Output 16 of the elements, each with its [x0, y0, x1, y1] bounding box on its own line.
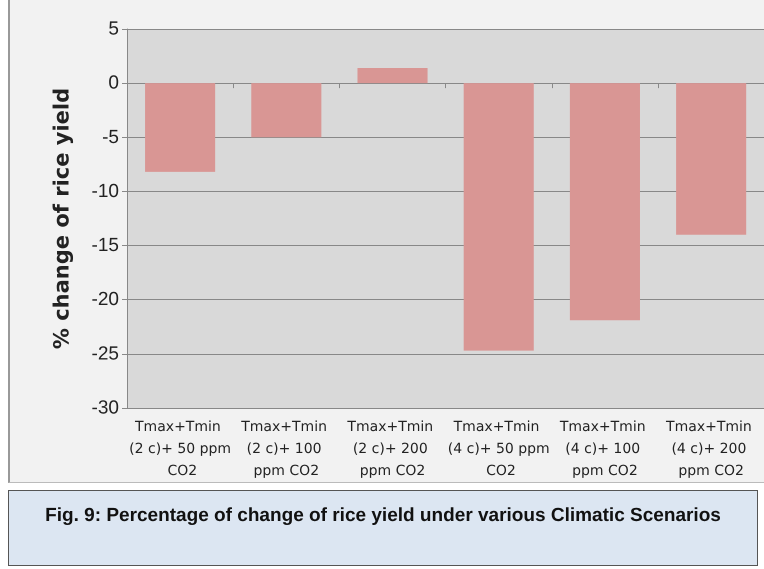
y-tick-label: -30 — [92, 398, 119, 418]
y-tick-label: -25 — [92, 343, 119, 364]
x-tick-label: Tmax+Tmin (2 c)+ 50 ppm CO2 — [129, 419, 232, 479]
x-tick-label: Tmax+Tmin (4 c)+ 100 ppm CO2 — [558, 419, 650, 479]
y-tick-label: -10 — [92, 180, 119, 202]
x-tick-label: Tmax+Tmin (4 c)+ 200 ppm CO2 — [665, 419, 756, 479]
y-tick-label: -15 — [92, 235, 119, 256]
y-tick-label: 5 — [108, 18, 119, 40]
caption: Fig. 9: Percentage of change of rice yield under various Climatic Scenarios — [8, 490, 758, 566]
y-tick-label: 0 — [108, 72, 119, 94]
y-tick-label: -5 — [102, 126, 119, 148]
x-tick-label: Tmax+Tmin (2 c)+ 200 ppm CO2 — [346, 419, 438, 479]
y-tick-label: -20 — [92, 289, 119, 310]
x-tick-label: Tmax+Tmin (4 c)+ 50 ppm CO2 — [448, 419, 550, 479]
x-tick-label: Tmax+Tmin (2 c)+ 100 ppm CO2 — [240, 419, 332, 479]
y-axis-title: % change of rice yield — [50, 88, 74, 350]
